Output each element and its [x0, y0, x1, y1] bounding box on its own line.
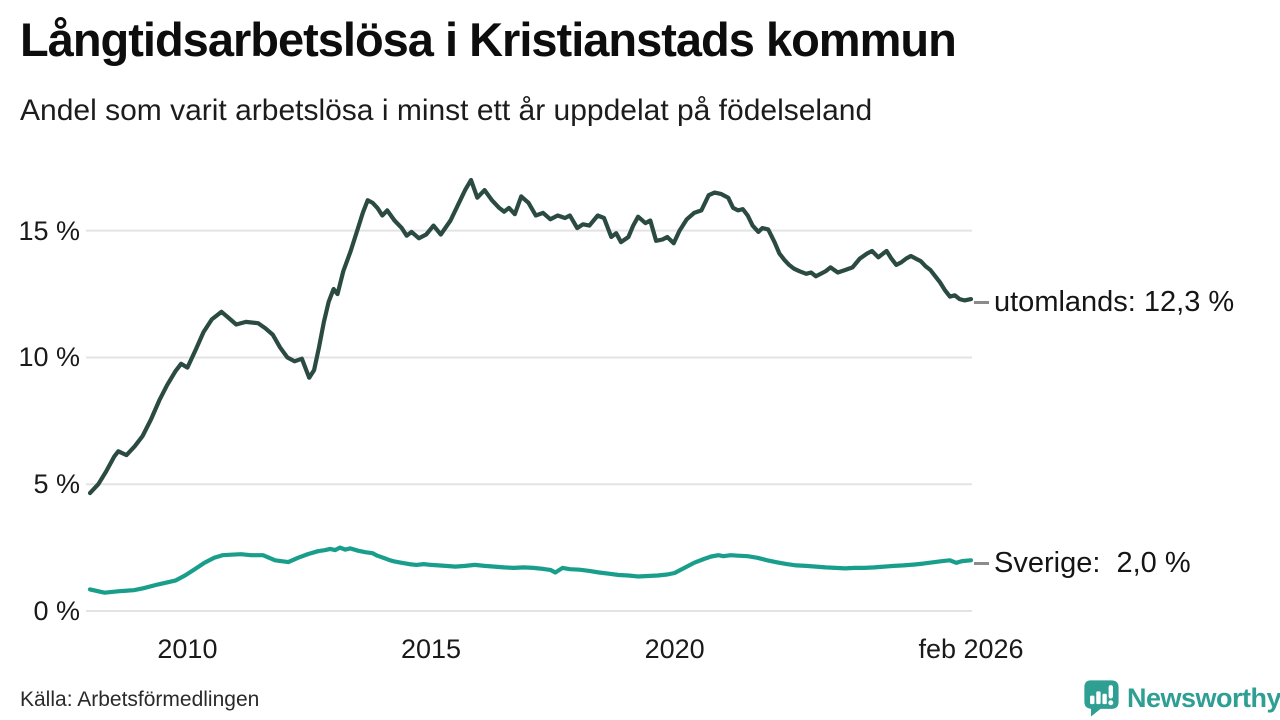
page-subtitle: Andel som varit arbetslösa i minst ett å…: [20, 94, 873, 127]
page-title: Långtidsarbetslösa i Kristianstads kommu…: [20, 13, 957, 66]
y-tick-label: 0 %: [33, 596, 80, 626]
newsworthy-logo-icon: [1084, 680, 1119, 717]
x-tick-label: 2020: [644, 634, 705, 664]
label-connector-dash: [974, 300, 989, 304]
x-tick-label: 2010: [157, 634, 218, 664]
gridlines: [86, 229, 972, 612]
y-tick-label: 10 %: [18, 342, 80, 373]
x-tick-label: 2015: [400, 634, 462, 664]
series-end-label-sverige: Sverige: 2,0 %: [974, 546, 1191, 580]
y-tick-label: 15 %: [18, 215, 80, 246]
newsworthy-brand: Newsworthy: [1082, 679, 1280, 717]
series-line-sverige: [87, 545, 974, 595]
series-end-label-text: utomlands: 12,3 %: [994, 286, 1235, 319]
y-tick-label: 5 %: [33, 469, 80, 500]
x-tick-label: feb 2026: [918, 634, 1024, 664]
series-line-utomlands: [87, 177, 974, 496]
label-connector-dash: [974, 561, 989, 565]
series-end-label-text: Sverige: 2,0 %: [994, 547, 1191, 580]
source-attribution: Källa: Arbetsförmedlingen: [20, 688, 260, 711]
brand-name: Newsworthy: [1127, 682, 1280, 713]
series-end-label-utomlands: utomlands: 12,3 %: [974, 285, 1234, 319]
